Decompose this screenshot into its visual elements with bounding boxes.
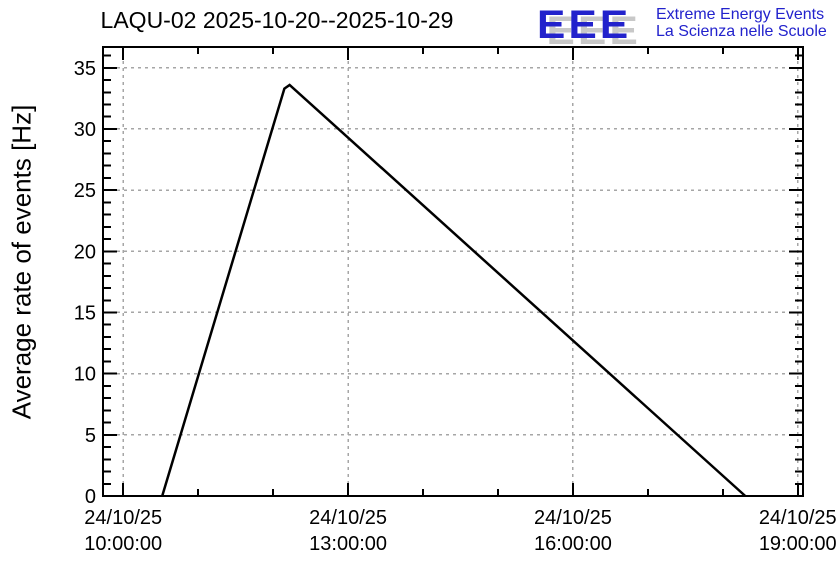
- y-tick-label: 20: [74, 241, 96, 263]
- axis-frame: [102, 46, 804, 497]
- eee-logo-tagline: Extreme Energy Events La Scienza nelle S…: [656, 6, 827, 40]
- y-tick-label: 15: [74, 302, 96, 324]
- x-tick-labels: 24/10/25 10:00:00 24/10/25 13:00:00 24/10/25…: [84, 507, 836, 555]
- grid-lines: [103, 47, 803, 496]
- x-tick-label: 24/10/25 19:00:00: [759, 507, 836, 555]
- plot-title: LAQU-02 2025-10-20--2025-10-29: [100, 7, 454, 33]
- eee-logo-tagline-line2: La Scienza nelle Scuole: [656, 23, 827, 40]
- eee-logo-tagline-line1: Extreme Energy Events: [656, 6, 825, 23]
- y-tick-labels: 0 5 10 15 20 25 30 35: [74, 58, 96, 508]
- y-tick-label: 25: [74, 180, 96, 202]
- y-tick-label: 10: [74, 364, 96, 386]
- x-tick-label: 24/10/25 10:00:00: [84, 507, 162, 555]
- axis-ticks: [103, 47, 803, 497]
- rate-curve: [161, 83, 747, 497]
- y-tick-label: 35: [74, 58, 96, 80]
- y-tick-label: 30: [74, 119, 96, 141]
- x-tick-label: 24/10/25 16:00:00: [534, 507, 612, 555]
- y-tick-label: 5: [85, 425, 96, 447]
- x-tick-label: 24/10/25 13:00:00: [309, 507, 387, 555]
- eee-logo-acronym: EEE: [537, 3, 632, 47]
- y-tick-label: 0: [85, 486, 96, 508]
